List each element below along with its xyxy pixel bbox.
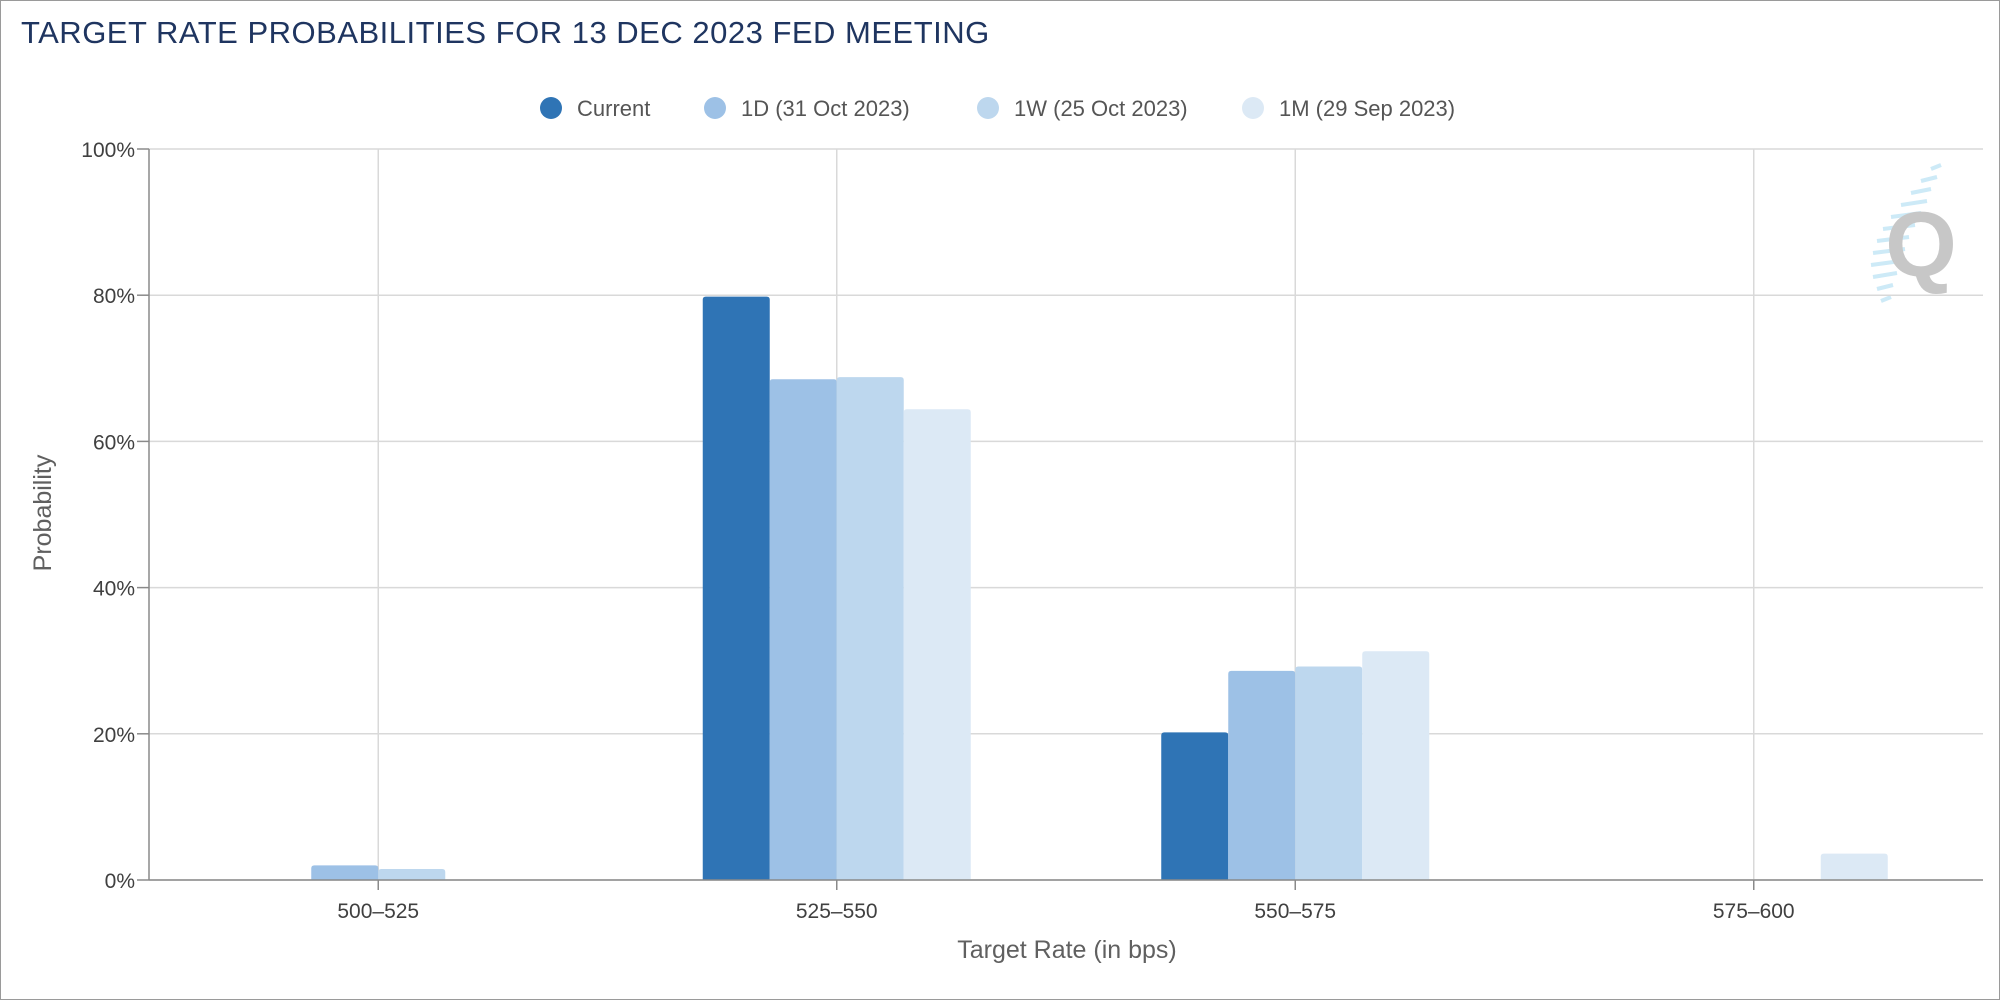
legend-label: 1M (29 Sep 2023) [1279,96,1455,121]
legend-swatch [540,97,562,119]
y-tick-label: 40% [93,578,135,601]
watermark-stroke [1920,175,1938,183]
gridlines [149,148,1983,881]
watermark-stroke [1890,211,1922,219]
legend-label: 1W (25 Oct 2023) [1014,96,1188,121]
legend-item[interactable]: Current [540,96,650,121]
legend-label: Current [577,96,650,121]
chart-title: TARGET RATE PROBABILITIES FOR 13 DEC 202… [21,15,990,50]
bar-1m-525-550[interactable] [903,409,971,880]
x-tick-label: 575–600 [1713,900,1795,923]
bars [311,296,1888,880]
y-tick-label: 0% [105,870,135,893]
bar-1w-525-550[interactable] [836,377,904,880]
y-axis-title: Probability [29,454,57,571]
bar-1m-575-600[interactable] [1820,853,1888,880]
watermark-stroke [1880,295,1892,303]
legend-item[interactable]: 1M (29 Sep 2023) [1242,96,1455,121]
watermark-stroke [1900,199,1928,207]
watermark-stroke [1870,259,1902,267]
legend-item[interactable]: 1D (31 Oct 2023) [704,96,910,121]
bar-1d-500-525[interactable] [311,865,379,880]
bar-1m-550-575[interactable] [1362,651,1430,880]
watermark-logo: Q [1870,163,1957,303]
watermark-stroke [1910,187,1932,195]
bar-1d-550-575[interactable] [1228,670,1296,880]
x-axis-title: Target Rate (in bps) [957,936,1177,964]
y-tick-label: 100% [81,139,135,162]
bar-current-525-550[interactable] [702,296,770,880]
watermark-stroke [1872,247,1906,255]
axes: 0% 20% 40% 60% 80% 100% 500–525 525–550 550–575 5… [81,139,1983,923]
legend[interactable]: Current 1D (31 Oct 2023) 1W (25 Oct 2023) 1… [540,96,1455,121]
bar-1w-500-525[interactable] [378,869,446,880]
legend-item[interactable]: 1W (25 Oct 2023) [977,96,1188,121]
legend-swatch [1242,97,1264,119]
x-tick-label: 525–550 [796,900,878,923]
watermark-stroke [1876,235,1910,243]
y-tick-label: 80% [93,285,135,308]
watermark-letter: Q [1885,194,1957,296]
x-tick-label: 550–575 [1254,900,1336,923]
legend-swatch [977,97,999,119]
bar-current-550-575[interactable] [1161,732,1229,880]
y-tick-label: 20% [93,724,135,747]
watermark-stroke [1882,223,1916,231]
watermark-stroke [1876,283,1894,291]
bar-1w-550-575[interactable] [1295,666,1363,880]
legend-swatch [704,97,726,119]
watermark-stroke [1872,271,1898,279]
y-tick-label: 60% [93,431,135,454]
watermark-stroke [1930,163,1942,171]
legend-label: 1D (31 Oct 2023) [741,96,910,121]
x-tick-label: 500–525 [337,900,419,923]
bar-1d-525-550[interactable] [769,379,837,880]
